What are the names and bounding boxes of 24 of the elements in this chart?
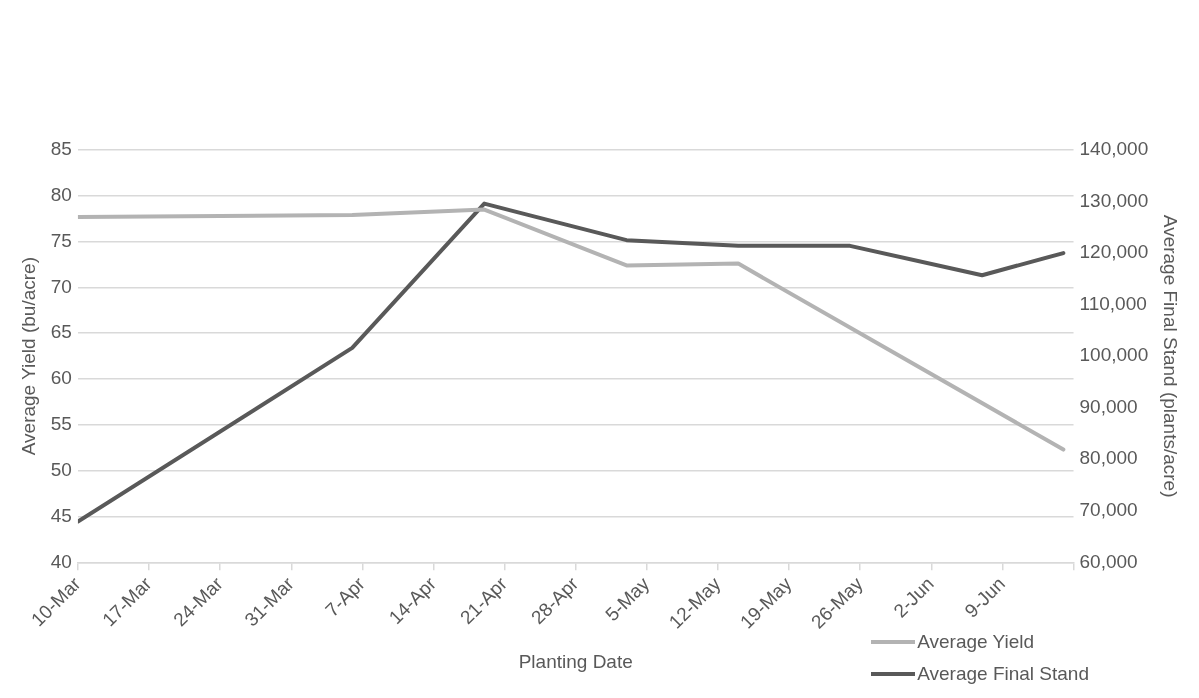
x-axis-title: Planting Date — [518, 650, 633, 672]
y-tick-label: 85 — [50, 138, 72, 160]
y2-tick-label: 140,000 — [1079, 138, 1149, 160]
y2-tick-label: 70,000 — [1079, 498, 1138, 520]
y-tick-label: 50 — [50, 458, 72, 480]
y2-axis-title: Average Final Stand (plants/acre) — [1160, 214, 1182, 498]
y2-tick-label: 60,000 — [1079, 550, 1138, 572]
legend-label: Average Final Stand — [917, 663, 1089, 685]
y2-tick-label: 110,000 — [1079, 292, 1147, 314]
y-tick-label: 65 — [50, 321, 72, 343]
y2-tick-label: 130,000 — [1079, 189, 1149, 211]
y-tick-label: 40 — [50, 550, 72, 572]
y2-tick-label: 120,000 — [1079, 241, 1149, 263]
y-tick-label: 75 — [50, 229, 72, 251]
y-tick-label: 55 — [50, 413, 72, 435]
y-tick-label: 70 — [50, 275, 72, 297]
y-tick-label: 80 — [50, 184, 72, 206]
y-axis-title: Average Yield (bu/acre) — [17, 257, 39, 456]
y2-tick-label: 90,000 — [1079, 395, 1138, 417]
y-tick-label: 45 — [50, 504, 72, 526]
y-tick-label: 60 — [50, 367, 72, 389]
legend-label: Average Yield — [917, 631, 1035, 653]
y2-tick-label: 100,000 — [1079, 344, 1149, 366]
y2-tick-label: 80,000 — [1079, 447, 1138, 469]
